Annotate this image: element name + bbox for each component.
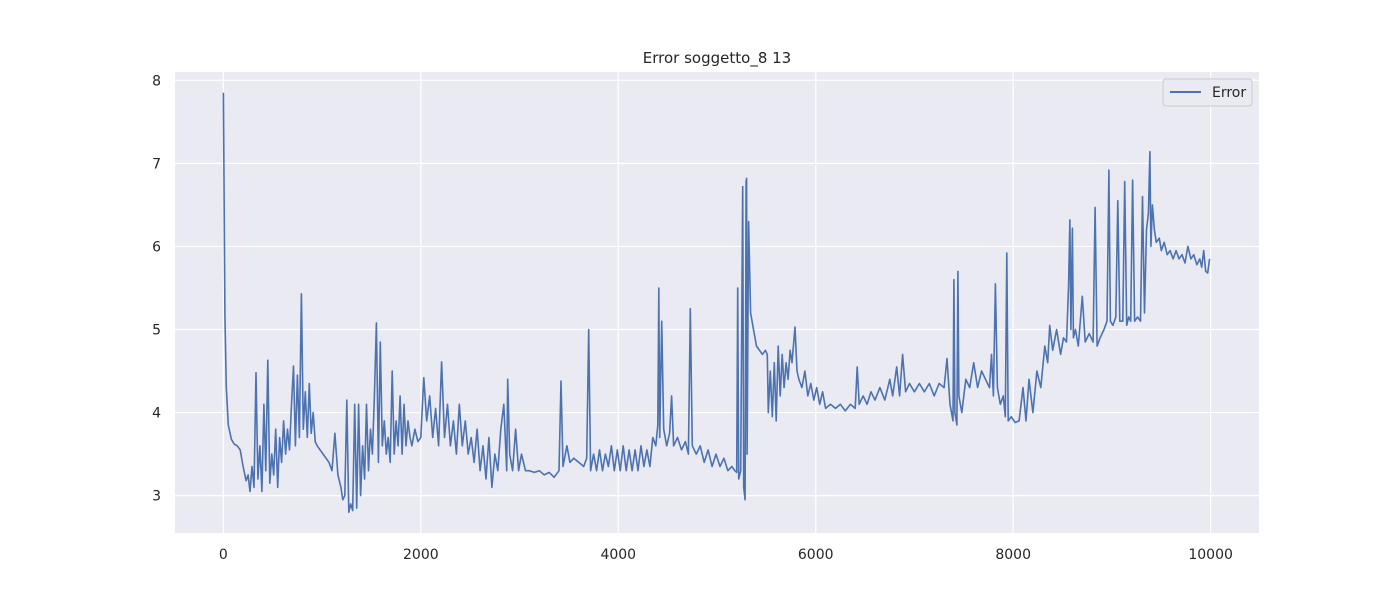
y-tick-label: 8 <box>152 73 161 89</box>
x-tick-label: 6000 <box>798 547 834 563</box>
legend: Error <box>1162 78 1253 107</box>
grid-lines <box>175 72 1259 533</box>
y-axis-ticks: 3 4 5 6 7 8 <box>152 73 161 504</box>
y-tick-label: 5 <box>152 322 161 338</box>
x-tick-label: 0 <box>219 547 228 563</box>
series-layer <box>222 92 1211 513</box>
x-tick-label: 2000 <box>403 547 439 563</box>
y-tick-label: 3 <box>152 489 161 505</box>
x-tick-label: 4000 <box>600 547 636 563</box>
legend-label-error: Error <box>1212 85 1246 101</box>
chart-title: Error soggetto_8 13 <box>643 49 791 68</box>
series-line-error <box>222 92 1211 513</box>
x-tick-label: 8000 <box>995 547 1031 563</box>
x-tick-label: 10000 <box>1188 547 1233 563</box>
legend-box <box>1162 78 1253 107</box>
y-tick-label: 6 <box>152 239 161 255</box>
x-axis-ticks: 0 2000 4000 6000 8000 10000 <box>219 547 1233 563</box>
y-tick-label: 7 <box>152 156 161 172</box>
y-tick-label: 4 <box>152 406 161 422</box>
